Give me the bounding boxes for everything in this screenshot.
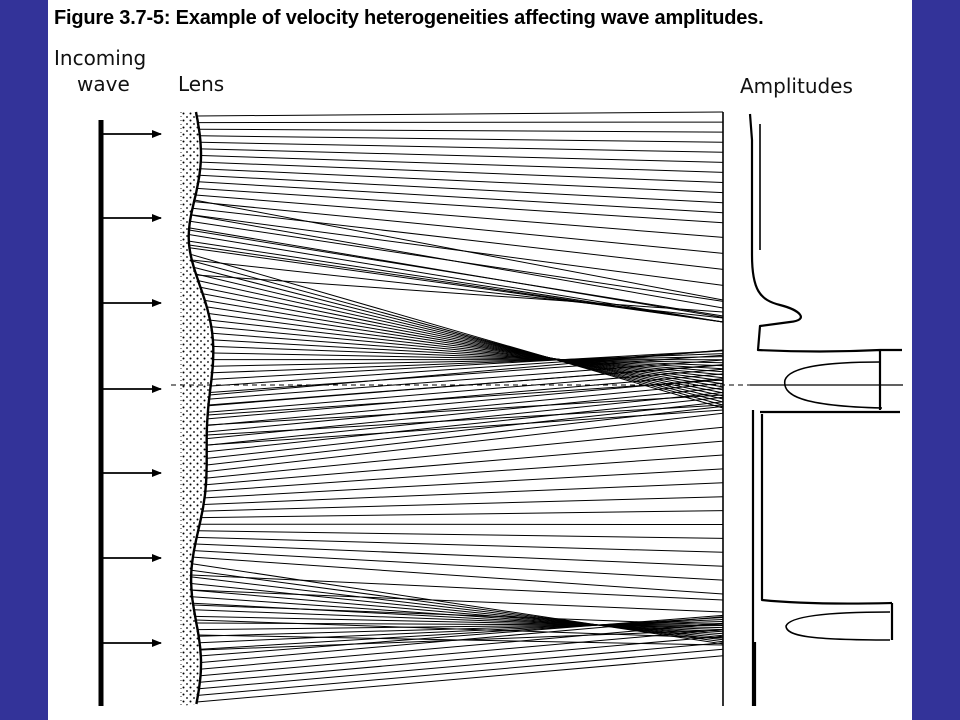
- ray: [202, 293, 724, 391]
- ray: [198, 642, 724, 690]
- ray: [200, 168, 724, 194]
- ray: [194, 201, 724, 254]
- ray: [195, 615, 724, 629]
- ray: [200, 148, 724, 163]
- ray: [200, 286, 724, 394]
- ray: [195, 619, 724, 639]
- ray: [198, 128, 724, 133]
- ray: [210, 350, 724, 387]
- ray: [206, 426, 724, 479]
- ray: [191, 259, 724, 319]
- ray: [206, 378, 724, 426]
- ray: [191, 589, 724, 637]
- ray: [197, 648, 724, 696]
- ray: [198, 181, 724, 214]
- amplitude-trace: [748, 113, 902, 706]
- ray: [212, 332, 724, 373]
- ray: [192, 207, 724, 270]
- lens-shape: [181, 112, 214, 706]
- ray: [207, 379, 724, 416]
- lens-label: Lens: [178, 72, 225, 96]
- ray: [191, 569, 724, 643]
- ray: [199, 135, 724, 143]
- ray: [195, 543, 724, 567]
- ray: [193, 609, 724, 631]
- ray: [191, 214, 724, 309]
- ray: [207, 368, 724, 413]
- ray: [203, 482, 724, 505]
- ray: [195, 194, 724, 238]
- ray: [206, 396, 724, 453]
- ray: [198, 530, 724, 539]
- ray: [191, 589, 724, 613]
- ray: [209, 359, 724, 400]
- ray: [199, 635, 724, 683]
- ray: [193, 550, 724, 581]
- ray: [205, 454, 724, 492]
- amplitude-trace-inner: [759, 124, 891, 641]
- wave-label: wave: [77, 72, 130, 96]
- ray: [200, 617, 724, 650]
- ray: [209, 319, 724, 379]
- incoming-arrows: [101, 130, 162, 647]
- ray: [204, 299, 724, 388]
- ray: [207, 373, 724, 420]
- ray: [194, 199, 724, 301]
- ray: [213, 345, 724, 367]
- ray: [206, 401, 724, 459]
- incoming-label: Incoming: [54, 46, 147, 70]
- ray: [206, 392, 724, 446]
- ray: [212, 339, 724, 370]
- ray: [205, 440, 724, 486]
- ray: [193, 266, 724, 403]
- ray: [201, 510, 724, 519]
- ray: [196, 274, 724, 313]
- ray: [200, 161, 724, 183]
- refracted-rays: [188, 111, 724, 703]
- ray: [209, 349, 724, 396]
- ray: [199, 619, 724, 644]
- ray: [196, 187, 724, 224]
- ray: [208, 364, 724, 406]
- ray: [191, 576, 724, 641]
- ray: [191, 260, 724, 406]
- ray: [192, 556, 724, 595]
- ray: [195, 273, 724, 400]
- ray: [212, 356, 724, 367]
- ray: [196, 111, 724, 117]
- ray: [191, 583, 724, 639]
- ray: [196, 536, 724, 553]
- ray: [206, 412, 724, 473]
- ray: [196, 655, 724, 703]
- ray: [200, 622, 724, 670]
- ray: [192, 602, 724, 633]
- ray: [204, 468, 724, 499]
- figure-title: Figure 3.7-5: Example of velocity hetero…: [54, 7, 764, 29]
- ray: [200, 141, 724, 153]
- ray: [199, 174, 724, 204]
- ray: [189, 244, 724, 323]
- ray: [206, 409, 724, 446]
- ray: [188, 229, 724, 317]
- ray: [197, 121, 724, 124]
- ray: [209, 354, 724, 393]
- ray: [188, 234, 724, 323]
- ray: [206, 404, 724, 436]
- ray: [206, 382, 724, 433]
- ray: [211, 350, 724, 380]
- ray: [190, 253, 724, 409]
- ray: [200, 155, 724, 173]
- ray: [191, 574, 724, 601]
- ray: [200, 629, 724, 677]
- ray: [202, 496, 724, 512]
- amplitudes-label: Amplitudes: [740, 74, 853, 98]
- ray: [200, 629, 724, 651]
- ray: [206, 394, 724, 426]
- ray: [193, 604, 724, 626]
- ray: [208, 313, 724, 382]
